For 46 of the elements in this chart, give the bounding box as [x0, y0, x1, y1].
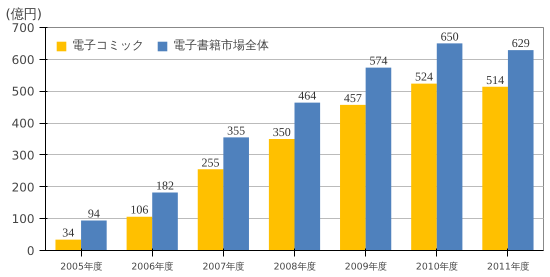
- x-tick-label: 2009年度: [344, 262, 387, 272]
- bar: [436, 43, 462, 250]
- data-label: 94: [88, 206, 100, 221]
- data-label: 255: [202, 155, 220, 170]
- y-tick-label: 300: [12, 148, 34, 162]
- bar: [482, 86, 508, 250]
- data-label: 629: [512, 36, 530, 50]
- x-tick-label: 2008年度: [274, 262, 316, 272]
- data-label: 464: [298, 88, 316, 103]
- data-label: 524: [414, 70, 433, 84]
- data-label: 34: [62, 226, 74, 240]
- data-label: 650: [440, 29, 459, 44]
- bar: [198, 169, 224, 250]
- legend-label: 電子コミック: [72, 37, 144, 54]
- bar: [366, 68, 392, 250]
- bar: [411, 84, 437, 250]
- data-label: 106: [130, 202, 148, 217]
- x-tick-label: 2011年度: [487, 262, 529, 272]
- data-label: 574: [369, 54, 388, 68]
- bar: [508, 50, 534, 250]
- bar: [268, 139, 294, 250]
- bar: [126, 216, 152, 250]
- y-tick-label: 100: [12, 212, 34, 226]
- x-tick-label: 2005年度: [60, 262, 102, 272]
- y-tick-label: 0: [26, 244, 35, 258]
- y-tick-label: 400: [12, 116, 34, 131]
- y-axis-title: (億円): [6, 8, 42, 22]
- x-tick-label: 2007年度: [202, 262, 244, 272]
- data-label: 350: [272, 125, 291, 139]
- x-tick-label: 2006年度: [131, 262, 174, 272]
- x-tick-label: 2010年度: [416, 262, 458, 272]
- data-label: 457: [344, 90, 362, 105]
- bar: [55, 240, 82, 250]
- y-tick-label: 700: [12, 21, 34, 35]
- bar: [152, 192, 178, 250]
- legend-label: 電子書籍市場全体: [173, 37, 269, 54]
- data-label: 182: [156, 178, 174, 193]
- y-tick-label: 500: [12, 84, 34, 99]
- bar: [223, 137, 249, 250]
- bar: [81, 220, 107, 250]
- y-tick-label: 600: [12, 52, 34, 67]
- data-label: 355: [227, 123, 246, 138]
- data-label: 514: [486, 72, 504, 87]
- bar: [294, 102, 320, 250]
- y-tick-label: 200: [12, 180, 34, 194]
- bar: [340, 104, 366, 250]
